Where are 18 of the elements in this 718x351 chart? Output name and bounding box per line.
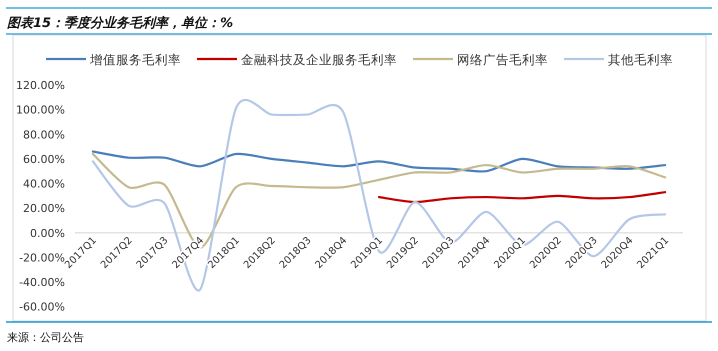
y-tick-label: 80.00%	[23, 128, 65, 142]
line-series	[378, 191, 666, 204]
y-tick-label: -60.00%	[19, 300, 65, 314]
legend-label: 金融科技及企业服务毛利率	[241, 52, 397, 67]
y-tick-label: 20.00%	[23, 202, 65, 216]
y-tick-label: 60.00%	[23, 152, 65, 166]
y-tick-label: 0.00%	[30, 226, 65, 240]
legend-label: 增值服务毛利率	[89, 52, 181, 67]
y-tick-label: 40.00%	[23, 178, 65, 191]
y-tick-label: 120.00%	[16, 79, 65, 92]
legend-label: 其他毛利率	[608, 52, 673, 67]
chart-title: 图表15：季度分业务毛利率，单位：%	[7, 15, 234, 31]
y-tick-label: -20.00%	[19, 251, 65, 264]
y-tick-label: 100.00%	[16, 104, 65, 117]
source-note: 来源：公司公告	[7, 331, 84, 344]
line-series	[92, 150, 666, 173]
legend-label: 网络广告毛利率	[457, 52, 548, 67]
y-tick-label: -40.00%	[19, 276, 65, 290]
